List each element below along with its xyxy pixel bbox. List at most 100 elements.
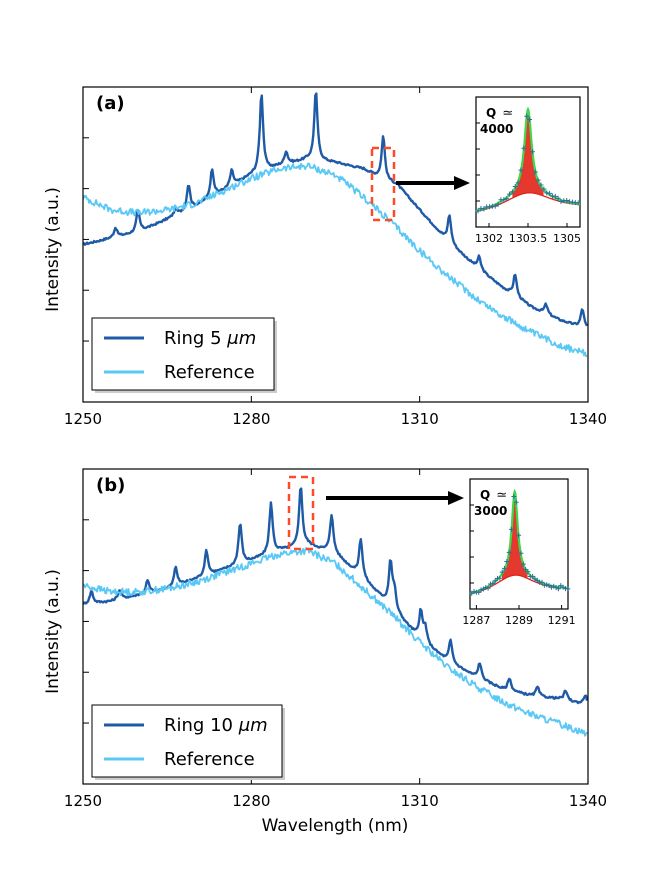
legend-entry-unit: μm — [226, 328, 256, 349]
inset-data-point — [475, 208, 481, 214]
axes-frame — [82, 86, 589, 403]
x-tick-label: 1280 — [232, 410, 270, 428]
legend: Ring 5 μm Reference — [91, 317, 277, 393]
inset-data-point — [492, 203, 498, 209]
q-letter: Q — [480, 488, 490, 502]
q-approx: ≃ — [502, 106, 513, 121]
inset-data-point — [515, 180, 521, 186]
inset-data-point — [502, 565, 508, 571]
inset-data-point — [501, 197, 507, 203]
q-approx: ≃ — [496, 488, 507, 503]
plot-area — [83, 487, 588, 737]
arrow-head — [454, 176, 470, 190]
legend-entry-name: Ring 10 — [164, 715, 239, 736]
inset-data-point — [541, 186, 547, 192]
inset-data-point — [509, 526, 515, 532]
legend-entry-reference: Reference — [164, 362, 255, 383]
reference-line — [83, 547, 588, 737]
inset-x-tick-label: 1303.5 — [509, 232, 548, 245]
inset-q-value: 3000 — [474, 504, 507, 518]
inset-broad-component — [475, 192, 580, 213]
inset-data-point — [497, 575, 503, 581]
inset-data-point — [575, 200, 581, 206]
inset-data-point — [535, 177, 541, 183]
inset-data-point — [492, 578, 498, 584]
inset-data-point — [509, 189, 515, 195]
inset-data-point — [504, 558, 510, 564]
inset-q-label: Q ≃ — [486, 106, 513, 121]
inset-data-point — [499, 569, 505, 575]
inset-x-tick-label: 1302 — [475, 232, 503, 245]
legend: Ring 10 μm Reference — [91, 704, 285, 780]
legend-entry-unit: μm — [238, 715, 268, 736]
inset-data-point — [476, 589, 482, 595]
inset-data-point — [512, 183, 518, 189]
inset-data-point — [529, 149, 535, 155]
legend-entry-name: Reference — [164, 749, 255, 770]
inset-data-point — [487, 204, 493, 210]
inset-data-point — [544, 190, 550, 196]
ring-5um-line — [83, 92, 588, 327]
inset-data-point — [495, 201, 501, 207]
inset-data-point — [520, 561, 526, 567]
inset-data-point — [485, 585, 491, 591]
inset-data-point — [564, 197, 570, 203]
inset-data-point — [511, 493, 517, 499]
inset-q-value: 4000 — [480, 122, 513, 136]
inset-data-point — [539, 579, 545, 585]
inset-data-point — [518, 550, 524, 556]
x-tick-label: 1310 — [401, 410, 439, 428]
inset-data-point — [558, 198, 564, 204]
legend-entry-name: Ring 5 — [164, 328, 227, 349]
x-tick-label: 1250 — [64, 410, 102, 428]
y-axis-label: Intensity (a.u.) — [43, 187, 63, 312]
inset-data-point — [471, 589, 477, 595]
inset-x-tick-label: 1289 — [505, 614, 533, 627]
legend-entry-name: Reference — [164, 362, 255, 383]
inset-data-point — [544, 582, 550, 588]
inset-data-point — [507, 191, 513, 197]
inset-x-tick-label: 1287 — [462, 614, 490, 627]
panel-b: 1250 1280 1310 1340 Intensity (a.u.) (b) Ring … — [43, 468, 607, 810]
legend-entry-reference: Reference — [164, 749, 255, 770]
inset-data-point — [521, 145, 527, 151]
axes-frame — [82, 468, 589, 785]
inset-data-point — [548, 584, 554, 590]
legend-box — [91, 704, 283, 778]
inset-data-point — [552, 193, 558, 199]
arrow-head — [448, 491, 464, 505]
inset-q-label: Q ≃ — [480, 488, 507, 503]
reference-line — [83, 162, 588, 358]
q-letter: Q — [486, 106, 496, 120]
legend-box — [91, 317, 275, 391]
x-tick-label: 1310 — [401, 792, 439, 810]
legend-entry-ring-10um: Ring 10 μm — [164, 715, 268, 736]
inset-x-tick-label: 1305 — [553, 232, 581, 245]
inset-data-point — [524, 113, 530, 119]
inset-data-point — [565, 586, 571, 592]
plot-area — [83, 92, 588, 358]
inset-data-point — [525, 569, 531, 575]
inset-data-point — [532, 169, 538, 175]
inset-data-point — [504, 196, 510, 202]
x-tick-label: 1340 — [569, 792, 607, 810]
inset-data-point — [530, 573, 536, 579]
inset-data-point — [569, 199, 575, 205]
inset-data-point — [481, 206, 487, 212]
x-tick-label: 1250 — [64, 792, 102, 810]
legend-entry-ring-5um: Ring 5 μm — [164, 328, 256, 349]
inset-data-point — [518, 167, 524, 173]
inset-x-tick-label: 1291 — [548, 614, 576, 627]
inset-data-point — [490, 581, 496, 587]
inset-data-point — [483, 584, 489, 590]
inset-data-point — [538, 182, 544, 188]
inset-data-point — [555, 195, 561, 201]
inset-data-point — [555, 586, 561, 592]
panel-a: 1250 1280 1310 1340 Intensity (a.u.) (a) Ring … — [43, 86, 607, 428]
inset-data-point — [478, 587, 484, 593]
inset-data-point — [513, 499, 519, 505]
x-axis-label: Wavelength (nm) — [262, 816, 409, 836]
